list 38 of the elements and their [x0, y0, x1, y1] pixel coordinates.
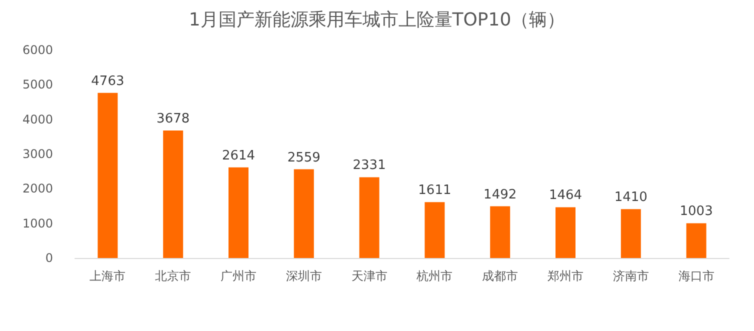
- y-tick-label: 0: [45, 251, 53, 265]
- y-tick-label: 6000: [22, 43, 53, 57]
- chart-title: 1月国产新能源乘用车城市上险量TOP10（辆）: [188, 10, 566, 30]
- data-label: 2614: [222, 148, 256, 164]
- bar: [163, 130, 184, 258]
- data-label: 1492: [484, 187, 517, 202]
- bar: [686, 223, 706, 258]
- x-tick-label: 杭州市: [416, 269, 453, 283]
- y-tick-label: 3000: [22, 147, 53, 161]
- y-tick-label: 5000: [22, 78, 53, 92]
- bar: [556, 207, 576, 258]
- y-tick-label: 1000: [22, 216, 53, 230]
- x-tick-label: 济南市: [612, 269, 649, 283]
- x-tick-label: 广州市: [220, 269, 256, 283]
- x-tick-label: 深圳市: [286, 269, 322, 283]
- data-label: 2331: [352, 158, 386, 174]
- bar: [620, 209, 641, 258]
- x-tick-label: 成都市: [482, 269, 518, 283]
- bar: [98, 92, 118, 258]
- x-tick-label: 海口市: [678, 269, 714, 283]
- data-label: 1464: [548, 188, 582, 204]
- data-label: 1410: [614, 190, 648, 206]
- x-tick-label: 天津市: [351, 269, 388, 283]
- bar: [424, 202, 445, 258]
- data-label: 4763: [91, 74, 124, 89]
- x-tick-label: 北京市: [155, 269, 192, 283]
- x-tick-label: 上海市: [90, 269, 126, 283]
- bar: [294, 169, 314, 258]
- data-label: 1611: [418, 183, 452, 198]
- y-tick-label: 2000: [22, 182, 53, 196]
- data-label: 3678: [156, 111, 190, 126]
- data-label: 2559: [287, 150, 320, 166]
- bar: [359, 177, 380, 258]
- x-tick-label: 郑州市: [548, 269, 584, 283]
- bar: [228, 167, 248, 258]
- data-label: 1003: [680, 204, 713, 220]
- y-tick-label: 4000: [22, 112, 53, 126]
- bar: [490, 206, 510, 258]
